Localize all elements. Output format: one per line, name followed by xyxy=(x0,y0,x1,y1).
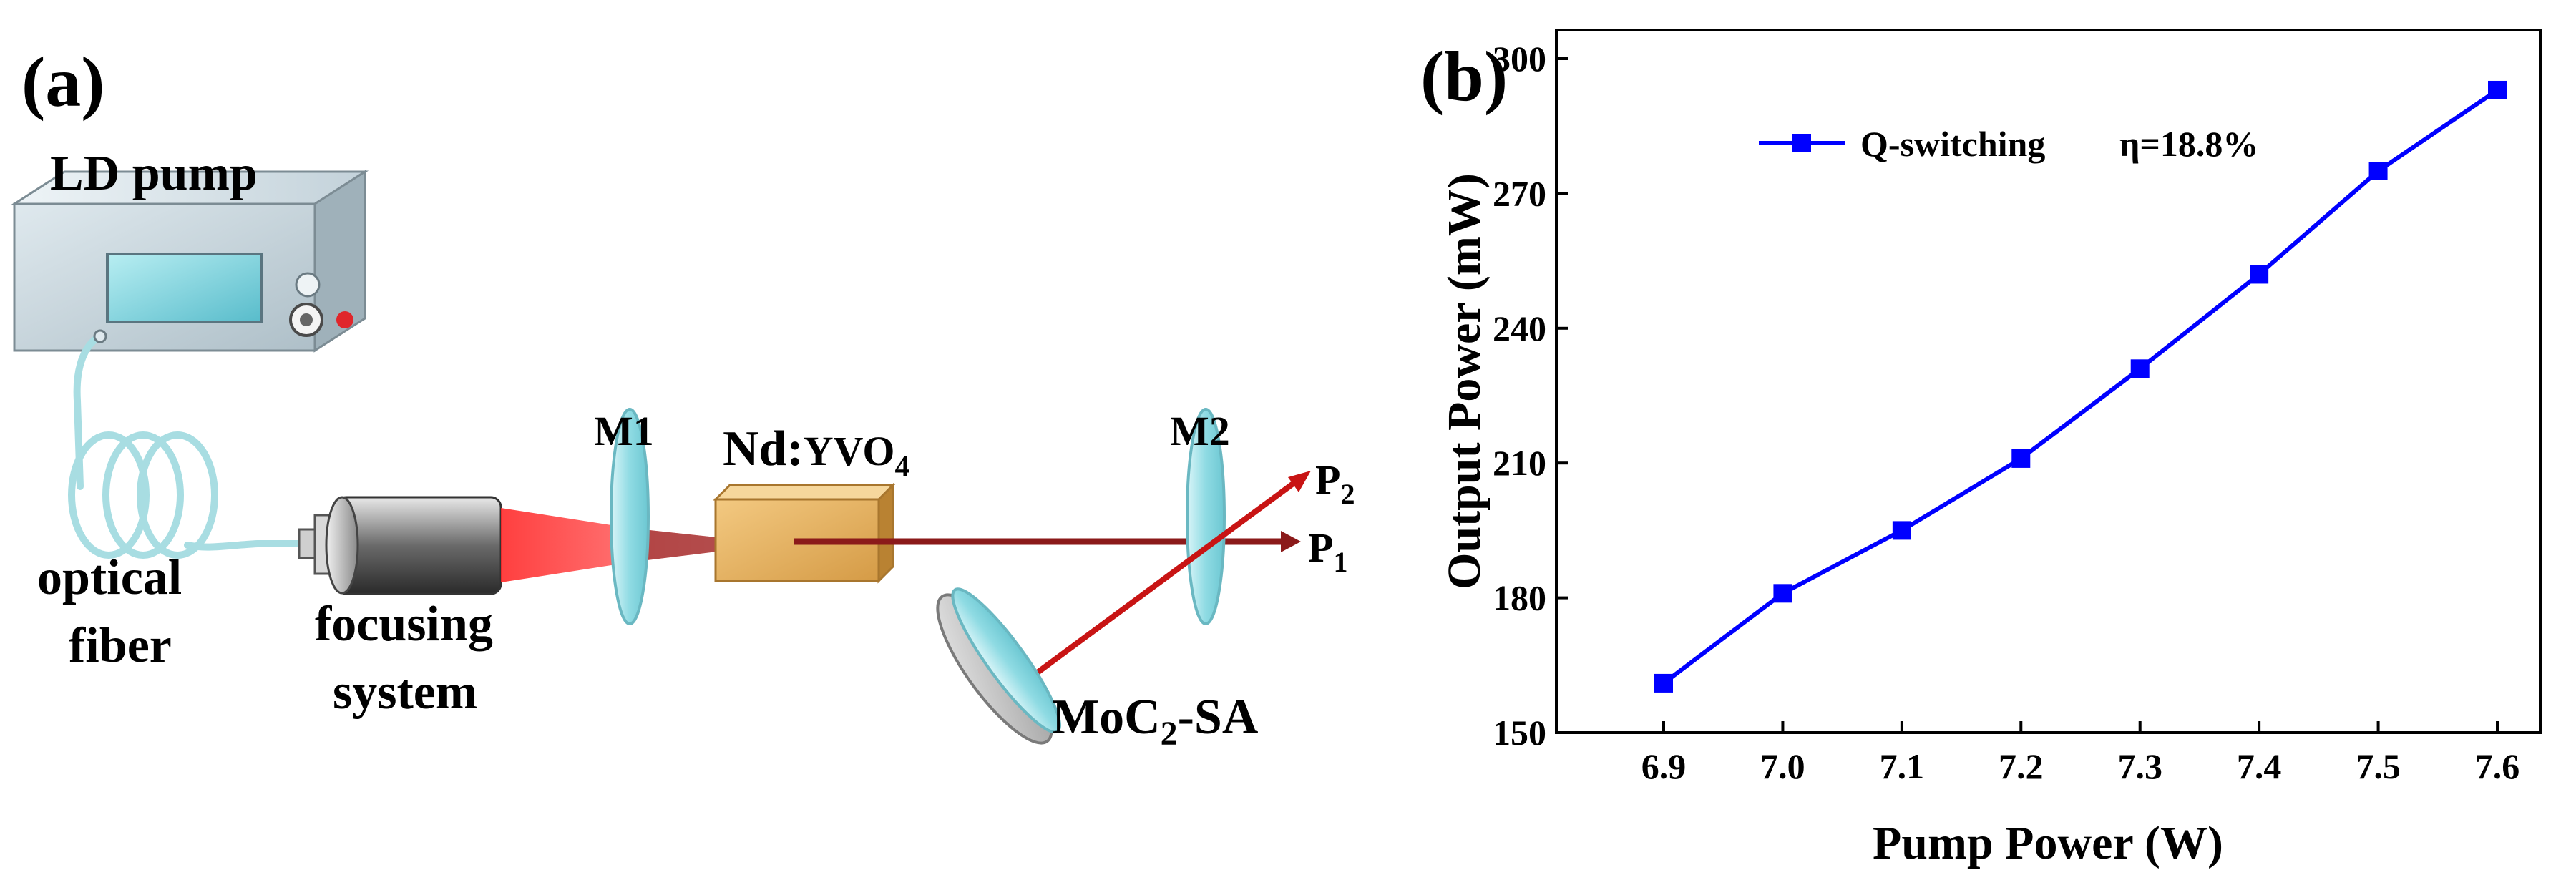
x-tick-label: 7.0 xyxy=(1760,746,1805,786)
p1-label-sub: 1 xyxy=(1333,546,1347,578)
legend-series-name: Q-switching xyxy=(1860,124,2045,164)
y-tick-label: 210 xyxy=(1493,443,1546,483)
data-point xyxy=(1654,673,1673,693)
optical-fiber xyxy=(68,333,304,559)
y-tick-label: 300 xyxy=(1493,39,1546,79)
sa-label-pre: MoC xyxy=(1052,690,1161,745)
data-point xyxy=(2011,449,2031,468)
x-tick-label: 7.1 xyxy=(1880,746,1925,786)
sa-label: MoC2-SA xyxy=(1052,690,1259,753)
optical-fiber-label-line1: optical xyxy=(37,550,182,605)
legend-eta: η=18.8% xyxy=(2119,124,2258,164)
legend: Q-switching η=18.8% xyxy=(1759,124,2258,164)
y-axis: 150 180 210 240 270 300 xyxy=(1493,39,1568,753)
panel-a-label: (a) xyxy=(21,42,105,122)
y-tick-label: 180 xyxy=(1493,578,1546,618)
x-tick-label: 7.4 xyxy=(2237,746,2282,786)
y-tick-label: 150 xyxy=(1493,713,1546,753)
moc2-sa xyxy=(936,587,1061,745)
nd-yvo4-crystal xyxy=(713,482,896,584)
series-line xyxy=(1662,88,2499,685)
focusing-system xyxy=(298,496,502,595)
x-axis-title: Pump Power (W) xyxy=(1873,817,2223,869)
data-point xyxy=(1773,584,1792,603)
p2-label: P2 xyxy=(1315,456,1355,510)
focusing-system-label-line2: system xyxy=(333,665,477,720)
m1-mirror xyxy=(610,408,650,625)
legend-marker xyxy=(1792,134,1811,152)
ld-pump-label: LD pump xyxy=(50,146,258,201)
output-power-chart: (b) 150 180 210 240 270 300 6.9 7.0 7.1 7.2 7.3 7.… xyxy=(1420,29,2542,869)
panel-b-label: (b) xyxy=(1420,36,1508,116)
m2-mirror xyxy=(1186,408,1226,625)
knob-icon xyxy=(295,272,321,298)
x-axis: 6.9 7.0 7.1 7.2 7.3 7.4 7.5 7.6 xyxy=(1641,721,2520,786)
p1-label: P1 xyxy=(1308,524,1347,578)
x-tick-label: 6.9 xyxy=(1641,746,1687,786)
plot-frame xyxy=(1555,29,2542,734)
p2-arrow-icon xyxy=(1288,471,1311,492)
p2-label-sub: 2 xyxy=(1340,478,1355,510)
x-tick-label: 7.2 xyxy=(1999,746,2044,786)
y-axis-title: Output Power (mW) xyxy=(1438,173,1491,590)
indicator-light xyxy=(336,311,353,328)
sa-label-sub: 2 xyxy=(1161,715,1178,753)
ld-pump-device xyxy=(10,170,369,353)
reflected-beam xyxy=(1014,475,1303,691)
data-point xyxy=(2250,265,2269,284)
crystal-label-prefix: Nd: xyxy=(723,421,804,476)
y-tick-label: 240 xyxy=(1493,308,1546,348)
data-point xyxy=(1892,521,1911,540)
crystal-label: Nd:YVO4 xyxy=(723,421,910,484)
p2-label-main: P xyxy=(1315,456,1340,503)
series-layer xyxy=(1654,80,2507,693)
x-tick-label: 7.5 xyxy=(2356,746,2401,786)
optical-fiber-label-line2: fiber xyxy=(69,618,172,673)
m1-label: M1 xyxy=(594,408,654,454)
crystal-label-main: YVO xyxy=(804,428,895,474)
setup-diagram: (a) LD pump optical fiber xyxy=(10,42,1355,753)
data-point xyxy=(2130,359,2150,378)
y-tick-label: 270 xyxy=(1493,173,1546,213)
p1-label-main: P xyxy=(1308,524,1333,571)
sa-label-post: -SA xyxy=(1178,690,1259,745)
x-tick-label: 7.6 xyxy=(2475,746,2520,786)
data-point xyxy=(2368,162,2388,180)
m2-label: M2 xyxy=(1170,408,1230,454)
data-point xyxy=(2488,80,2507,99)
pump-screen xyxy=(106,253,263,323)
x-tick-label: 7.3 xyxy=(2117,746,2162,786)
p1-arrow-icon xyxy=(1281,531,1301,552)
focusing-system-label-line1: focusing xyxy=(315,597,493,652)
crystal-label-sub: 4 xyxy=(895,451,910,484)
